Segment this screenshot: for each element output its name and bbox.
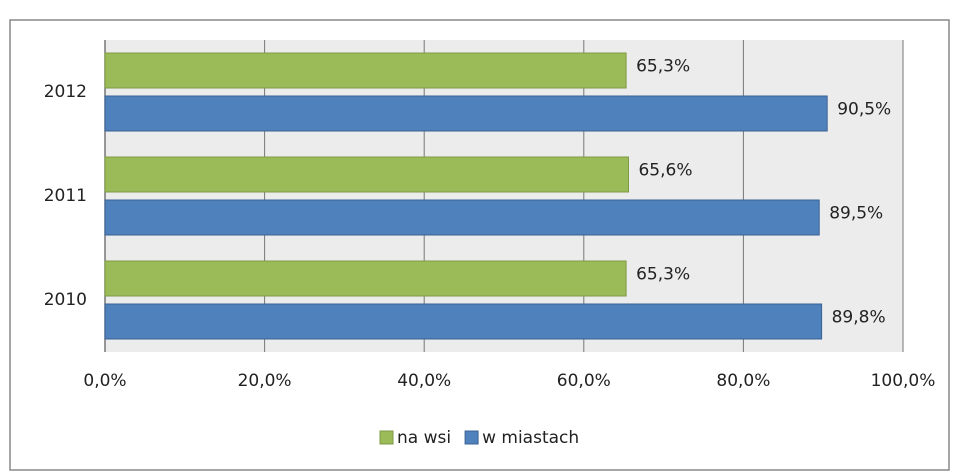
y-tick-label: 2011 [44,186,87,206]
data-label: 90,5% [837,100,891,120]
data-label: 65,3% [636,57,690,77]
bar [104,95,828,132]
data-label: 89,5% [829,204,883,224]
bar [104,303,823,340]
legend-label: na wsi [397,428,451,448]
data-label: 65,6% [638,161,692,181]
x-tick-label: 40,0% [397,371,451,391]
y-tick-label: 2010 [44,290,87,310]
bar [104,199,820,236]
x-tick-label: 80,0% [716,371,770,391]
bar [104,52,627,89]
x-tick-label: 0,0% [83,371,126,391]
plot-area [105,40,903,352]
legend-swatch [379,430,394,445]
bar [104,260,627,297]
legend-label: w miastach [482,428,579,448]
x-tick-label: 20,0% [238,371,292,391]
x-tick-label: 100,0% [871,371,936,391]
bar [104,156,629,193]
data-label: 65,3% [636,265,690,285]
data-label: 89,8% [832,308,886,328]
x-tick-label: 60,0% [557,371,611,391]
legend-swatch [464,430,479,445]
y-tick-label: 2012 [44,82,87,102]
